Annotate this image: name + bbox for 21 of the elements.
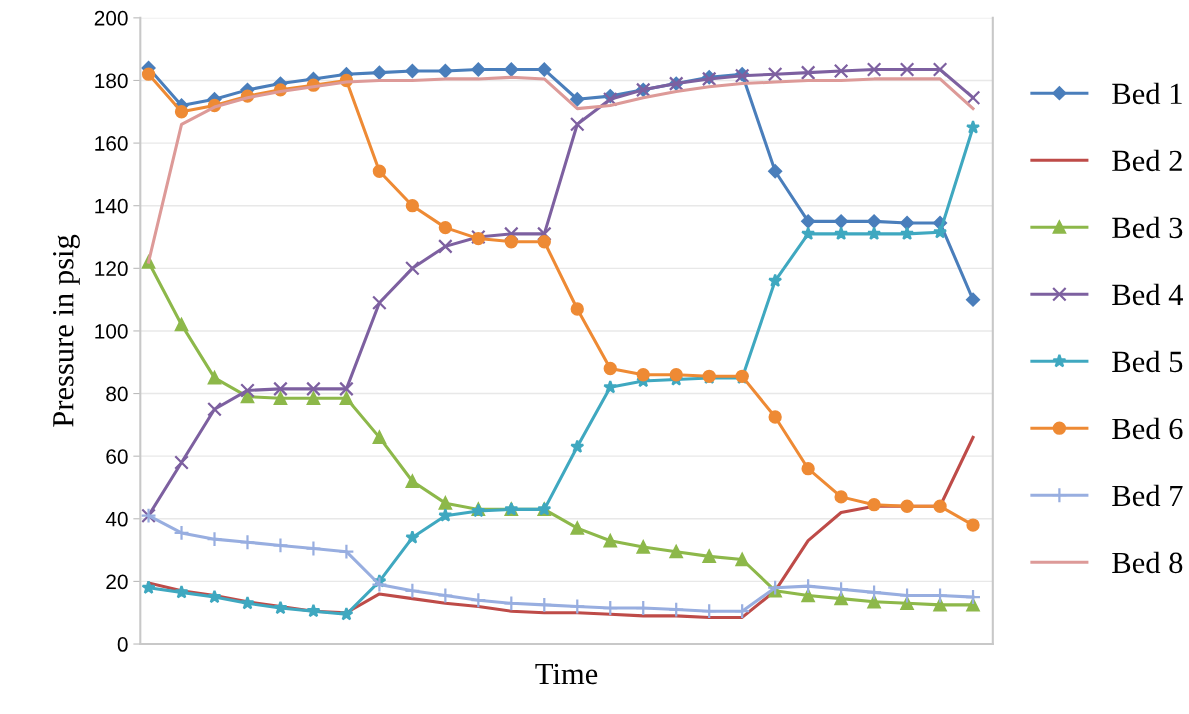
y-tick-label: 120 — [95, 261, 128, 277]
y-tick-label: 60 — [106, 449, 128, 464]
legend-label: Bed 5 — [1112, 350, 1183, 373]
legend-label: Bed 4 — [1112, 283, 1183, 306]
legend-label: Bed 3 — [1112, 216, 1183, 239]
y-tick-label: 200 — [94, 10, 128, 26]
x-axis-title: Time — [535, 663, 598, 685]
legend-label: Bed 7 — [1112, 484, 1183, 507]
y-tick-label: 140 — [95, 198, 128, 214]
legend-label: Bed 1 — [1112, 82, 1182, 105]
y-tick-label: 40 — [105, 511, 128, 527]
y-tick-label: 0 — [117, 637, 128, 652]
y-tick-label: 100 — [95, 323, 128, 339]
legend-label: Bed 2 — [1112, 149, 1182, 172]
y-tick-label: 180 — [95, 73, 128, 89]
y-tick-label: 80 — [106, 386, 128, 402]
legend-label: Bed 8 — [1112, 551, 1183, 574]
legend-label: Bed 6 — [1112, 417, 1183, 440]
y-tick-label: 160 — [95, 136, 128, 151]
y-axis-title: Pressure in psig — [53, 234, 80, 427]
y-tick-label: 20 — [106, 574, 128, 590]
